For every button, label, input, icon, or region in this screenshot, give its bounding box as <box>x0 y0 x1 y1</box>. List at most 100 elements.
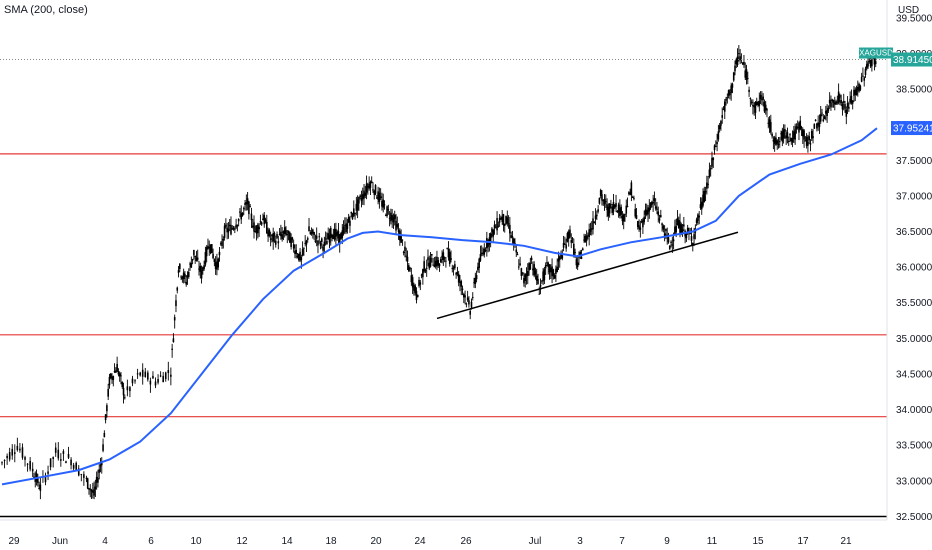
candle-body <box>280 231 282 237</box>
x-tick-label: Jun <box>52 536 68 547</box>
candle-body <box>85 478 88 480</box>
candle-body <box>287 230 290 234</box>
candle-body <box>179 263 181 270</box>
candle-body <box>628 192 630 194</box>
candle-body <box>796 126 799 128</box>
candle-body <box>785 135 787 139</box>
candle-body <box>794 129 796 140</box>
candle-body <box>606 204 608 211</box>
candle-body <box>405 255 408 257</box>
candle-body <box>848 106 850 109</box>
candle-body <box>681 229 684 234</box>
candle-body <box>573 243 575 256</box>
candle-body <box>483 248 486 255</box>
candle-body <box>72 464 75 469</box>
candle-body <box>384 215 387 217</box>
candle-body <box>213 259 216 262</box>
candle-body <box>590 228 593 230</box>
candle-body <box>164 372 167 380</box>
candle-body <box>196 257 199 260</box>
candle-body <box>608 203 611 214</box>
candle-body <box>418 279 420 286</box>
currency-label: USD <box>898 5 920 16</box>
candle-body <box>39 484 42 491</box>
candle-body <box>184 273 186 277</box>
candle-body <box>259 221 262 223</box>
candle-body <box>818 122 821 128</box>
candle-body <box>468 300 470 305</box>
candle-body <box>136 373 139 375</box>
candle-body <box>597 209 599 212</box>
candle-body <box>237 218 240 222</box>
candle-body <box>249 206 251 208</box>
candle-body <box>162 375 164 383</box>
x-tick-label: 21 <box>840 536 852 547</box>
candle-body <box>347 217 350 223</box>
candle-body <box>226 227 228 233</box>
candle-body <box>639 227 642 230</box>
candle-body <box>294 250 296 254</box>
candle-body <box>477 266 479 271</box>
candle-body <box>556 266 558 273</box>
candle-body <box>616 211 619 213</box>
candle-body <box>240 213 243 220</box>
candle-body <box>260 222 263 225</box>
candle-body <box>762 96 764 100</box>
candle-body <box>731 83 734 88</box>
candle-body <box>108 376 111 386</box>
candle-body <box>88 488 90 490</box>
candle-body <box>149 380 152 385</box>
y-tick-label: 34.00000 <box>896 405 932 416</box>
candle-body <box>516 254 519 256</box>
candle-body <box>102 444 104 451</box>
candle-body <box>245 202 248 205</box>
candle-body <box>579 251 582 256</box>
candle-body <box>228 224 231 226</box>
candle-body <box>388 217 391 219</box>
candle-body <box>634 208 637 217</box>
candle-body <box>193 249 195 256</box>
candle-body <box>644 209 647 215</box>
last-price-box <box>891 52 932 67</box>
candle-body <box>267 232 269 237</box>
candle-body <box>326 240 328 245</box>
indicator-legend: SMA (200, close) <box>4 4 88 16</box>
candle-body <box>172 338 175 343</box>
y-tick-label: 37.00000 <box>896 191 932 202</box>
candle-body <box>434 260 437 267</box>
candle-body <box>569 229 571 237</box>
candle-body <box>89 488 92 490</box>
candle-body <box>729 92 731 96</box>
candle-body <box>131 378 134 384</box>
y-tick-label: 38.50000 <box>896 85 932 96</box>
candle-body <box>52 457 54 460</box>
candle-body <box>24 457 26 460</box>
candle-body <box>318 236 321 238</box>
candle-body <box>175 300 177 307</box>
candle-body <box>549 267 552 273</box>
candle-body <box>368 184 370 189</box>
candle-body <box>116 363 118 372</box>
candle-body <box>832 100 835 103</box>
candle-body <box>369 181 372 188</box>
candle-body <box>862 75 864 77</box>
candle-body <box>511 236 514 238</box>
candle-body <box>757 102 759 105</box>
candle-body <box>541 280 543 282</box>
candle-body <box>333 228 336 240</box>
candle-body <box>47 471 49 474</box>
candle-body <box>746 77 749 79</box>
candle-body <box>397 229 400 233</box>
candle-body <box>753 105 755 108</box>
candle-body <box>791 138 794 143</box>
candle-body <box>635 215 638 219</box>
candle-body <box>636 221 639 228</box>
candle-body <box>253 222 255 232</box>
candle-body <box>695 219 698 224</box>
candle-body <box>642 219 644 228</box>
candle-body <box>304 242 306 244</box>
candle-body <box>587 235 589 237</box>
candle-body <box>645 210 648 215</box>
